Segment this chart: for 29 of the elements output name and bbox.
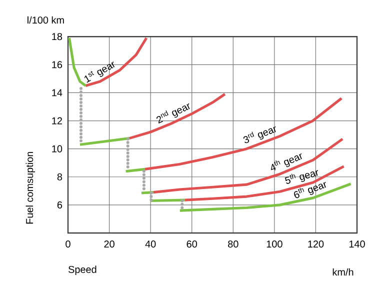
line-series: [128, 92, 226, 140]
y-tick-label: 8: [57, 173, 62, 180]
text: 1$^{st}$ gear: [84, 62, 115, 83]
x-tick-label: 140: [349, 240, 365, 248]
line-series: [178, 182, 352, 212]
y-tick-label: 16: [52, 61, 62, 68]
x-axis-title: Speed: [68, 266, 96, 275]
x-tick-label: 40: [145, 240, 156, 248]
text: 6$^{th}$ gear: [294, 182, 326, 198]
text: 3$^{rd}$ gear: [243, 126, 276, 144]
x-tick-label: 20: [104, 240, 114, 248]
y-tick-label: 18: [52, 33, 62, 40]
line-series: [144, 97, 343, 170]
x-tick-label: 100: [266, 240, 282, 248]
y-tick-label: 10: [52, 145, 62, 152]
x-tick-label: 80: [228, 240, 238, 248]
x-tick-label: 60: [186, 240, 198, 248]
y-tick-label: 6: [57, 201, 62, 208]
y-axis-title: Fuel comsuption: [26, 152, 36, 224]
text: l/100 km: [28, 16, 64, 24]
text: 2$^{nd}$ gear: [156, 103, 190, 124]
text: 5$^{th}$ gear: [285, 170, 318, 184]
line-series: [84, 36, 148, 87]
x-tick-label: 0: [66, 240, 70, 248]
text: km/h: [332, 268, 354, 276]
y-tick-label: 12: [52, 117, 62, 124]
x-tick-label: 120: [308, 240, 324, 248]
text: 4$^{th}$ gear: [271, 153, 302, 170]
y-tick-label: 14: [52, 89, 62, 96]
